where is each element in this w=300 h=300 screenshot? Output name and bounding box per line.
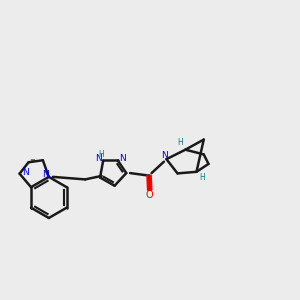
Text: H: H [98,150,104,159]
Text: O: O [146,190,153,200]
Text: N: N [161,151,168,160]
Text: =: = [29,158,35,164]
Text: H: H [199,173,205,182]
Text: N: N [119,154,125,164]
Text: N: N [42,170,48,179]
Text: N: N [22,168,29,177]
Text: N: N [95,154,102,164]
Text: H: H [177,138,183,147]
